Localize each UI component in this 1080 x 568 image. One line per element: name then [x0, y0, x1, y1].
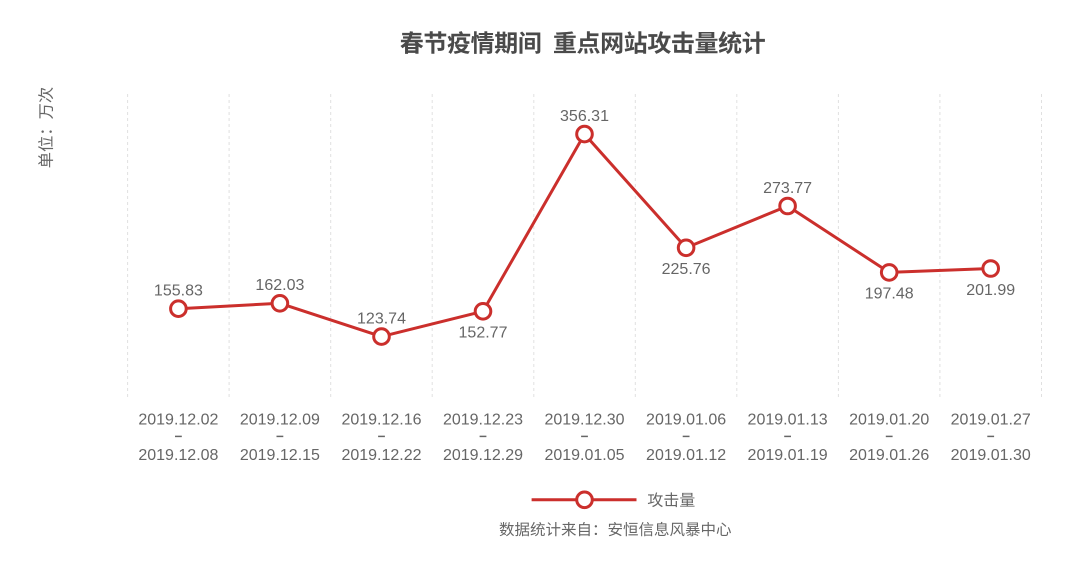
svg-text:2019.12.02: 2019.12.02	[138, 412, 218, 429]
svg-text:2019.01.26: 2019.01.26	[849, 447, 929, 464]
svg-text:2019.01.27: 2019.01.27	[951, 412, 1031, 429]
svg-text:2019.12.08: 2019.12.08	[138, 447, 218, 464]
svg-text:2019.12.22: 2019.12.22	[341, 447, 421, 464]
svg-text:2019.01.06: 2019.01.06	[646, 412, 726, 429]
svg-text:201.99: 201.99	[966, 282, 1015, 299]
svg-text:152.77: 152.77	[459, 325, 508, 342]
svg-text:273.77: 273.77	[763, 180, 812, 197]
svg-text:2019.12.23: 2019.12.23	[443, 412, 523, 429]
svg-text:2019.12.16: 2019.12.16	[341, 412, 421, 429]
svg-text:197.48: 197.48	[865, 286, 914, 303]
svg-text:2019.01.05: 2019.01.05	[544, 447, 624, 464]
svg-text:155.83: 155.83	[154, 283, 203, 300]
svg-text:2019.12.30: 2019.12.30	[544, 412, 624, 429]
svg-text:2019.01.12: 2019.01.12	[646, 447, 726, 464]
svg-text:2019.01.19: 2019.01.19	[748, 447, 828, 464]
svg-text:2019.01.13: 2019.01.13	[748, 412, 828, 429]
svg-text:356.31: 356.31	[560, 108, 609, 125]
svg-text:2019.12.09: 2019.12.09	[240, 412, 320, 429]
svg-text:225.76: 225.76	[662, 261, 711, 278]
svg-text:123.74: 123.74	[357, 310, 406, 327]
svg-text:162.03: 162.03	[255, 277, 304, 294]
svg-text:2019.12.29: 2019.12.29	[443, 447, 523, 464]
svg-text:2019.01.30: 2019.01.30	[951, 447, 1031, 464]
svg-text:2019.01.20: 2019.01.20	[849, 412, 929, 429]
svg-text:2019.12.15: 2019.12.15	[240, 447, 320, 464]
